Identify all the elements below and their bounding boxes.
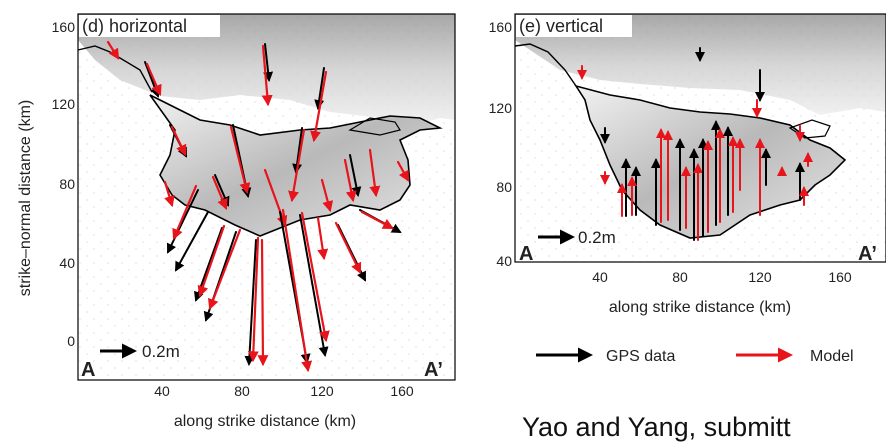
panel-d-ytick-160: 160 [52,19,76,35]
vector-gps [175,211,209,272]
vector-model [334,221,362,274]
panel-d-frame [77,13,456,381]
vector-model [172,184,198,241]
panel-e-mainland-relief [515,14,886,115]
panel-d-xtick-80: 80 [234,383,250,399]
panel-d-vectors [106,40,410,373]
vector-model [257,238,269,367]
panel-d-xtick-40: 40 [154,383,170,399]
vector-model [261,44,273,107]
legend-gps-label: GPS data [606,348,675,365]
author-citation: Yao and Yang, submitt [522,412,791,442]
panel-d-title-bg [79,15,220,37]
panel-d-x-ticks: 40 80 120 160 [154,383,414,399]
panel-e-xtick-120: 120 [748,269,772,285]
panel-e-coastline [514,43,577,87]
vector-gps [314,67,325,110]
vector-model [229,125,251,195]
panel-d: (d) horizontal 160 120 80 40 0 40 80 120… [17,13,456,430]
panel-e-xtick-80: 80 [672,269,688,285]
vector-model [208,228,242,311]
vector-gps [263,43,274,82]
panel-d-ylabel: strike–normal distance (km) [17,100,34,297]
panel-d-point-a-prime: A’ [424,359,443,381]
panel-e-ytick-80: 80 [496,179,512,195]
panel-e-ytick-120: 120 [489,100,513,116]
panel-e-frame [514,13,886,263]
panel-e-title-bg [516,15,632,37]
vector-model [310,70,328,143]
panel-e-y-ticks: 160 120 80 40 [489,19,513,269]
panel-e-ytick-160: 160 [489,19,513,35]
vector-model [247,236,260,363]
panel-e-ytick-40: 40 [496,253,512,269]
panel-d-ytick-0: 0 [67,333,75,349]
panel-d-ytick-120: 120 [52,96,76,112]
panel-e-scale-label: 0.2m [578,228,616,247]
panel-e-point-a: A [519,243,533,265]
vector-model [396,160,410,182]
vector-model [343,158,357,203]
panel-d-ytick-80: 80 [59,176,75,192]
panel-e-title: (e) vertical [519,16,603,36]
vector-model [170,125,187,156]
panel-d-ytick-40: 40 [59,255,75,271]
legend: GPS data Model [536,347,854,365]
panel-d-xtick-120: 120 [310,383,334,399]
vector-model [163,180,175,208]
panel-e: (e) vertical 160 120 80 40 40 80 120 160… [489,13,886,316]
vector-model [281,208,313,373]
figure-canvas: (d) horizontal 160 120 80 40 0 40 80 120… [17,13,886,430]
panel-d-scale-label: 0.2m [142,342,180,361]
panel-e-xlabel: along strike distance (km) [609,299,791,316]
panel-e-vectors [577,47,813,241]
panel-e-xtick-160: 160 [828,269,852,285]
vector-model [197,224,226,298]
vector-model [211,175,228,211]
panel-d-y-ticks: 160 120 80 40 0 [52,19,76,349]
panel-d-coastline-inlet [348,117,401,136]
panel-e-x-ticks: 40 80 120 160 [592,269,852,285]
panel-d-mainland-relief [78,14,455,124]
panel-d-xtick-160: 160 [390,383,414,399]
vector-model [300,211,330,343]
panel-e-xtick-40: 40 [592,269,608,285]
vector-model [368,148,381,198]
vector-gps [166,189,199,254]
vector-model [316,216,329,261]
vector-model [288,128,306,203]
vector-model [106,40,120,60]
panel-d-xlabel: along strike distance (km) [174,413,356,430]
panel-d-point-a: A [81,359,95,381]
vector-gps [349,154,362,197]
vector-model [360,210,394,230]
legend-model-label: Model [810,348,854,365]
vector-model [320,178,334,213]
vector-gps [244,239,257,366]
panel-d-title: (d) horizontal [82,16,187,36]
vector-model [145,62,162,97]
panel-e-point-a-prime: A’ [858,243,877,265]
